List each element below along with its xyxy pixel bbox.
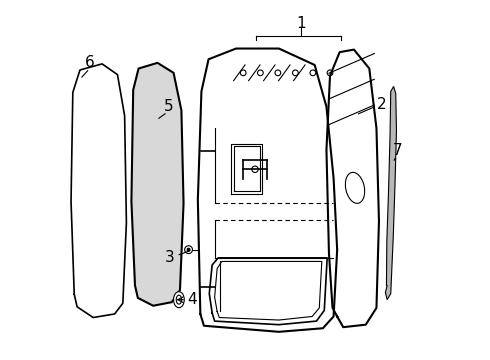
Text: 3: 3	[164, 250, 174, 265]
Circle shape	[187, 248, 190, 251]
Text: 5: 5	[163, 99, 173, 114]
Ellipse shape	[176, 295, 182, 304]
Polygon shape	[131, 63, 184, 306]
Text: 1: 1	[296, 16, 306, 31]
Polygon shape	[386, 86, 396, 300]
Ellipse shape	[345, 172, 365, 203]
Text: 7: 7	[393, 143, 403, 158]
Text: 4: 4	[187, 292, 197, 307]
Text: 6: 6	[85, 55, 95, 70]
Text: 2: 2	[377, 97, 386, 112]
Ellipse shape	[173, 292, 184, 308]
